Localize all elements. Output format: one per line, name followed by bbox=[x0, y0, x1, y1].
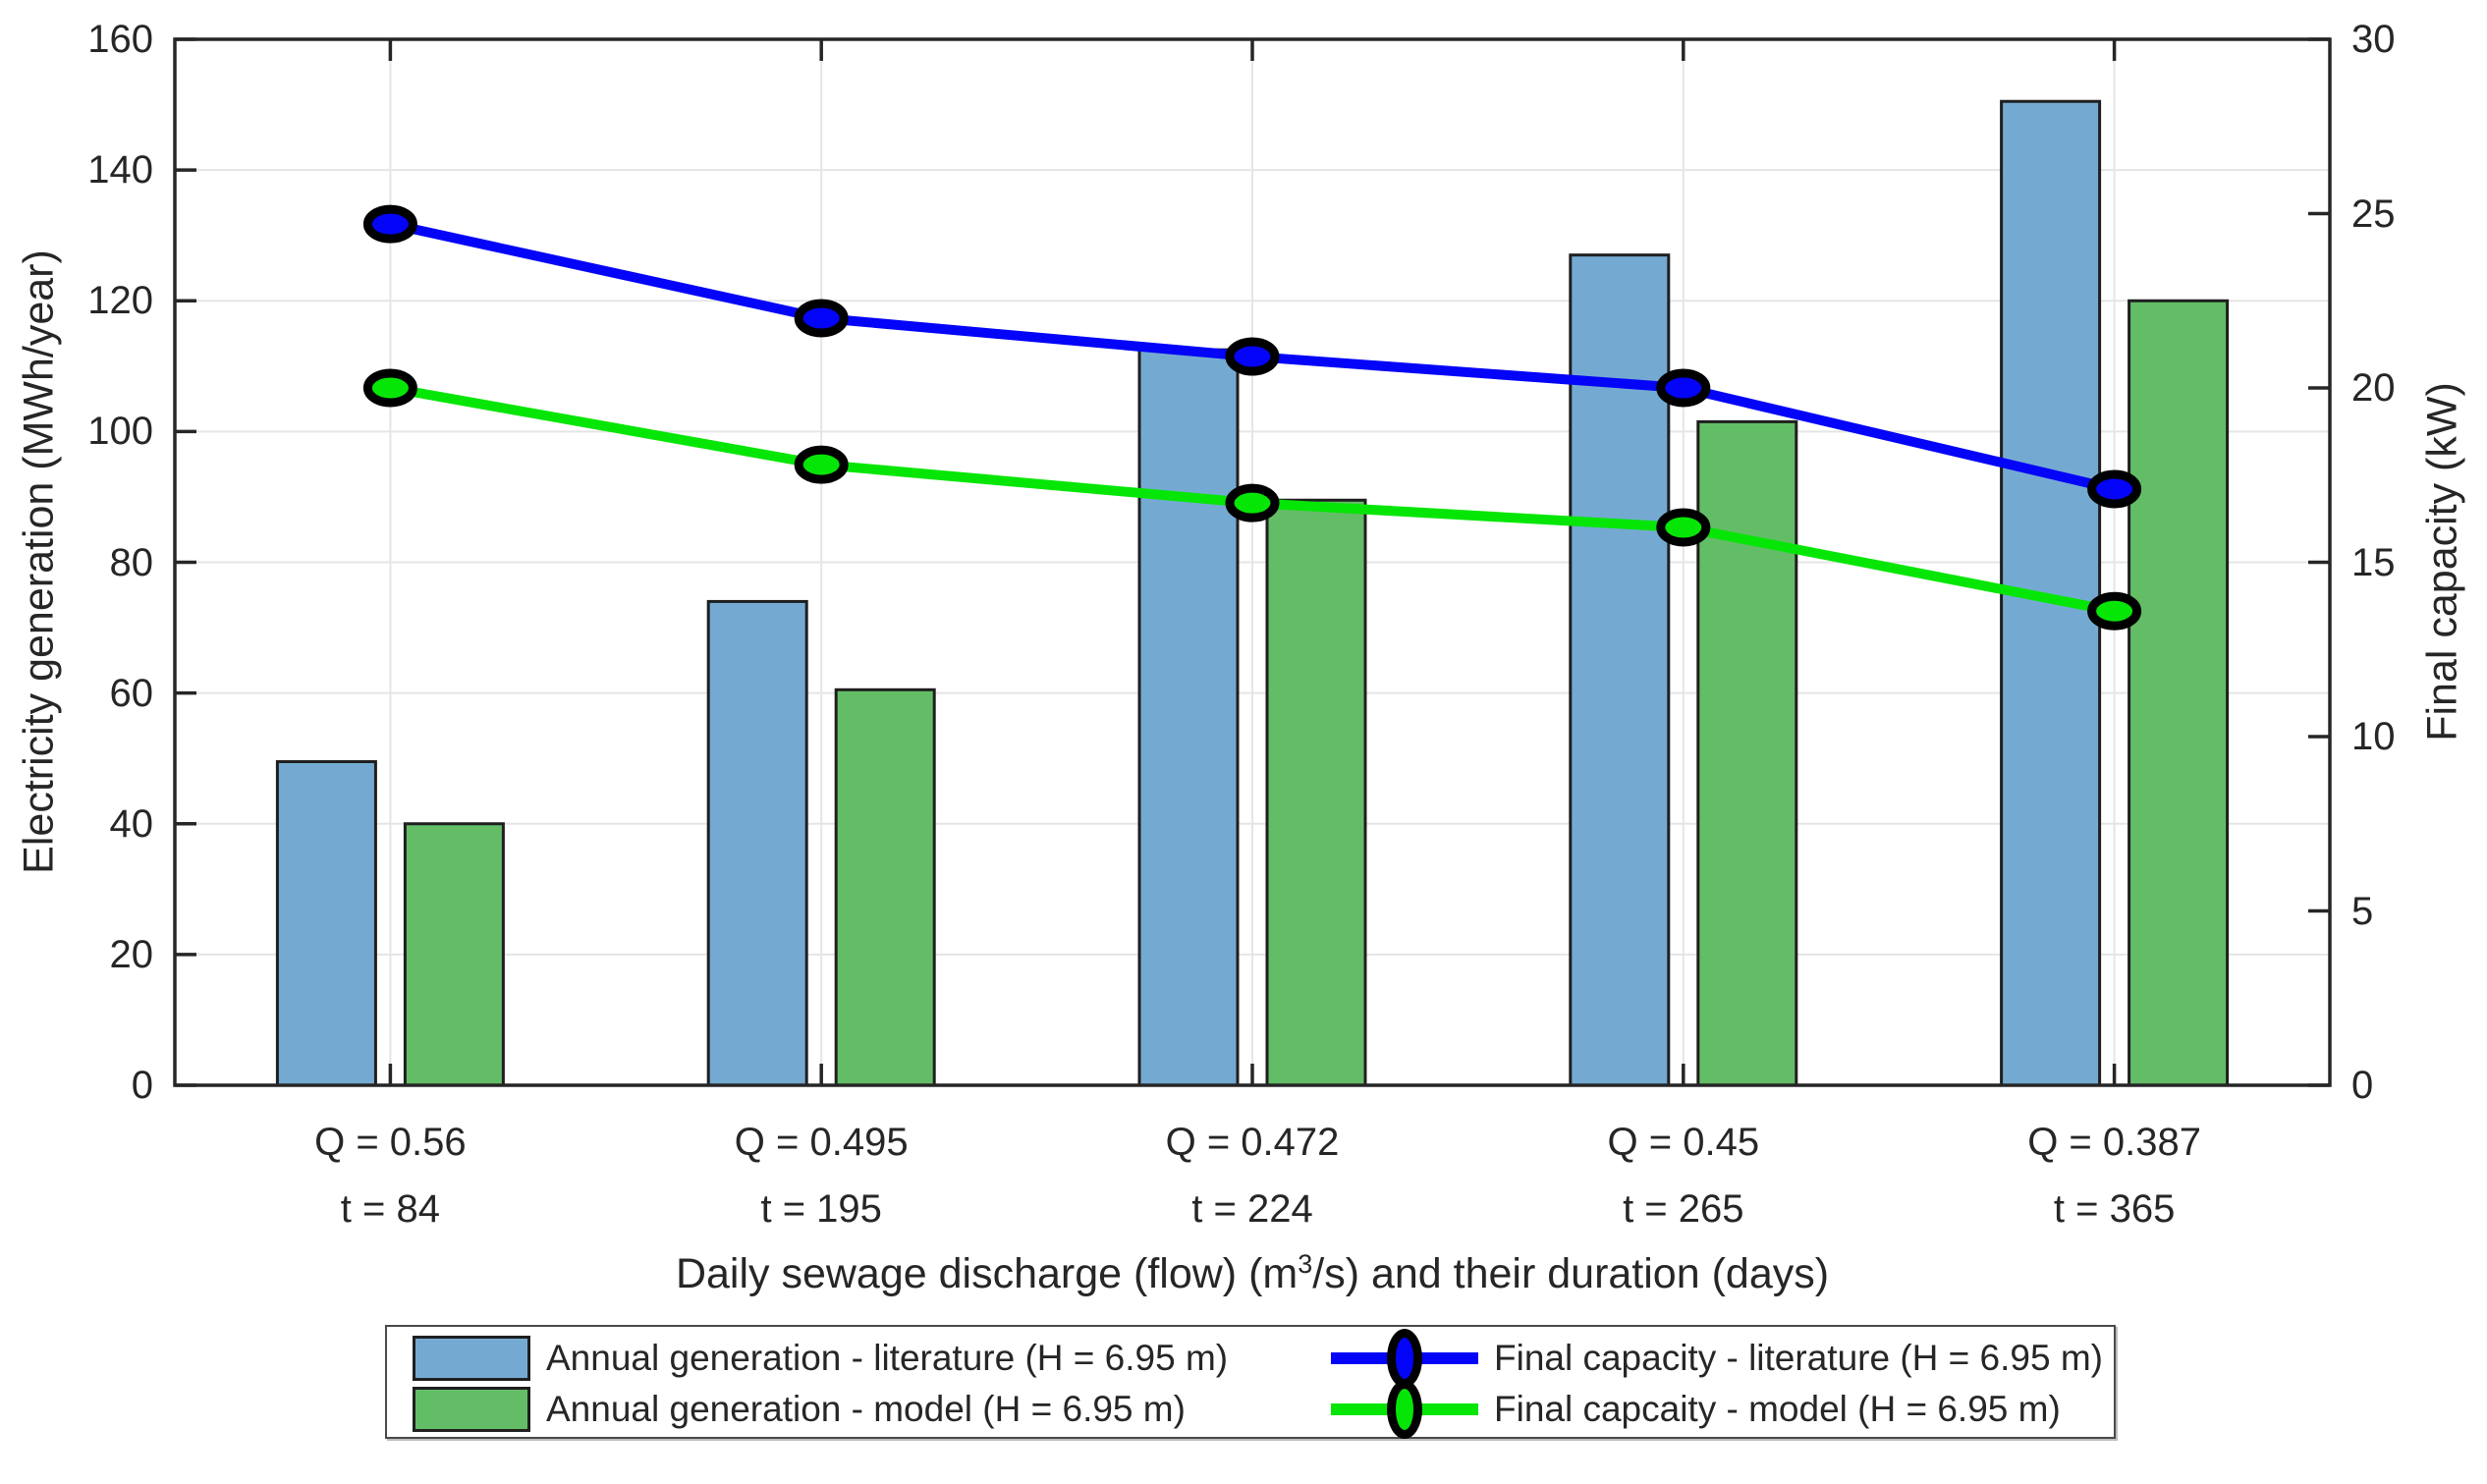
right-tick-label: 0 bbox=[2351, 1064, 2374, 1107]
right-tick-label: 25 bbox=[2351, 192, 2396, 236]
capacity-marker-literature-4 bbox=[2087, 469, 2142, 509]
left-tick-label: 20 bbox=[109, 932, 154, 976]
capacity-marker-literature-1 bbox=[794, 299, 849, 338]
capacity-marker-model-3 bbox=[1656, 508, 1711, 547]
legend-bar-swatch-model-icon bbox=[413, 1387, 530, 1432]
bar-literature-1 bbox=[706, 599, 808, 1087]
legend-label: Annual generation - literature (H = 6.95… bbox=[546, 1338, 1229, 1378]
bar-model-2 bbox=[1265, 498, 1367, 1087]
x-axis-title-text: Daily sewage discharge (flow) (m bbox=[675, 1250, 1299, 1298]
capacity-marker-literature-2 bbox=[1225, 337, 1280, 376]
legend-label: Final capcaity - model (H = 6.95 m) bbox=[1494, 1389, 2061, 1429]
bar-literature-2 bbox=[1137, 348, 1240, 1087]
legend-line-swatch-model-icon bbox=[1331, 1380, 1478, 1439]
capacity-marker-literature-3 bbox=[1656, 368, 1711, 408]
right-tick-label: 20 bbox=[2351, 366, 2396, 410]
category-flow-label: Q = 0.56 bbox=[314, 1121, 467, 1164]
left-tick-label: 120 bbox=[87, 279, 153, 323]
left-tick-label: 160 bbox=[87, 18, 153, 61]
category-flow-label: Q = 0.495 bbox=[734, 1121, 909, 1164]
bar-model-0 bbox=[403, 822, 505, 1087]
left-tick-label: 40 bbox=[109, 801, 154, 846]
bar-model-3 bbox=[1696, 419, 1798, 1087]
category-duration-label: t = 195 bbox=[760, 1187, 882, 1231]
legend: Annual generation - literature (H = 6.95… bbox=[385, 1325, 2116, 1439]
legend-marker-icon bbox=[1387, 1380, 1422, 1439]
bar-model-1 bbox=[834, 687, 936, 1087]
capacity-marker-model-4 bbox=[2087, 591, 2142, 631]
right-tick-label: 5 bbox=[2351, 889, 2374, 933]
legend-marker-icon bbox=[1387, 1329, 1422, 1388]
right-axis-title: Final capacity (kW) bbox=[2418, 382, 2466, 742]
capacity-marker-model-2 bbox=[1225, 483, 1280, 522]
right-tick-label: 15 bbox=[2351, 540, 2396, 584]
left-tick-label: 0 bbox=[131, 1064, 153, 1107]
left-tick-label: 80 bbox=[109, 540, 154, 584]
x-axis-title: Daily sewage discharge (flow) (m3/s) and… bbox=[676, 1249, 1829, 1298]
bar-model-4 bbox=[2128, 299, 2230, 1087]
legend-label: Final capacity - literature (H = 6.95 m) bbox=[1494, 1338, 2103, 1378]
left-tick-label: 100 bbox=[87, 410, 153, 454]
category-duration-label: t = 265 bbox=[1623, 1187, 1744, 1231]
legend-bar-swatch-literature-icon bbox=[413, 1336, 530, 1381]
x-axis-title-superscript: 3 bbox=[1298, 1248, 1313, 1279]
legend-item-annual-generation-literature: Annual generation - literature (H = 6.95… bbox=[413, 1333, 1331, 1384]
bar-literature-3 bbox=[1569, 253, 1671, 1087]
legend-item-annual-generation-model: Annual generation - model (H = 6.95 m) bbox=[413, 1384, 1331, 1435]
capacity-marker-model-0 bbox=[362, 368, 417, 408]
capacity-marker-model-1 bbox=[794, 445, 849, 484]
category-flow-label: Q = 0.387 bbox=[2027, 1121, 2201, 1164]
left-axis-title: Electricity generation (MWh/year) bbox=[15, 249, 63, 874]
capacity-marker-literature-0 bbox=[362, 204, 417, 244]
category-flow-label: Q = 0.45 bbox=[1607, 1121, 1760, 1164]
category-duration-label: t = 365 bbox=[2053, 1187, 2176, 1231]
right-tick-label: 10 bbox=[2351, 715, 2396, 758]
category-duration-label: t = 224 bbox=[1191, 1187, 1313, 1231]
legend-label: Annual generation - model (H = 6.95 m) bbox=[546, 1389, 1186, 1429]
bar-literature-0 bbox=[275, 760, 377, 1087]
left-tick-label: 60 bbox=[109, 671, 154, 715]
legend-item-final-capacity-literature: Final capacity - literature (H = 6.95 m) bbox=[1331, 1329, 2104, 1388]
legend-line-swatch-literature-icon bbox=[1331, 1329, 1478, 1388]
right-tick-label: 30 bbox=[2351, 18, 2396, 61]
category-flow-label: Q = 0.472 bbox=[1165, 1121, 1340, 1164]
x-axis-title-text-2: /s) and their duration (days) bbox=[1312, 1250, 1830, 1298]
legend-item-final-capacity-model: Final capcaity - model (H = 6.95 m) bbox=[1331, 1380, 2104, 1439]
category-duration-label: t = 84 bbox=[340, 1187, 440, 1231]
left-tick-label: 140 bbox=[87, 148, 153, 192]
